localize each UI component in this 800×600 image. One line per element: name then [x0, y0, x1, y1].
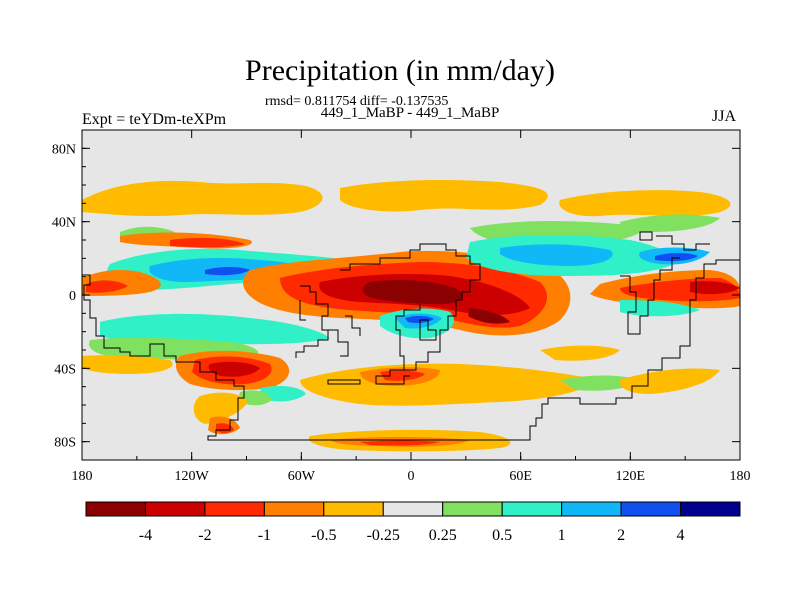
coastline-layer [82, 231, 740, 441]
colorbar-swatch [85, 501, 146, 517]
colorbar-label: -0.25 [367, 527, 400, 544]
colorbar-label: 0.25 [429, 527, 457, 544]
colorbar-label: 4 [677, 527, 685, 544]
x-tick-label: 120W [175, 469, 210, 484]
x-tick-label: 60W [288, 469, 316, 484]
season-label: JJA [712, 108, 737, 125]
north-atlantic-orange-band [340, 180, 548, 212]
y-axis: 80N 40N 0 40S 80S [52, 142, 740, 451]
colorbar-swatch [204, 501, 265, 517]
colorbar: -4 -2 -1 -0.5 -0.25 0.25 0.5 1 2 4 [85, 501, 741, 544]
colorbar-swatch [263, 501, 325, 517]
colorbar-label: 0.5 [492, 527, 512, 544]
y-tick-label: 40S [54, 362, 76, 377]
north-pacific-orange-band [82, 180, 323, 217]
colorbar-label: -0.5 [311, 527, 336, 544]
case-line: 449_1_MaBP - 449_1_MaBP [320, 105, 500, 121]
y-tick-label: 40N [52, 216, 76, 231]
colorbar-swatch [620, 501, 682, 517]
africa-outline [340, 243, 481, 371]
colorbar-swatch [323, 501, 384, 517]
y-tick-label: 0 [69, 289, 76, 304]
colorbar-swatch [144, 501, 206, 517]
east-asia-blue-core [500, 244, 613, 266]
colorbar-swatch [442, 501, 503, 517]
colorbar-swatch [501, 501, 563, 517]
colorbar-label: -1 [258, 527, 271, 544]
stats-line: rmsd= 0.811754 diff= -0.137535 [265, 94, 449, 109]
colorbar-label: -2 [198, 527, 211, 544]
colorbar-label: -4 [139, 527, 152, 544]
x-tick-label: 0 [408, 469, 415, 484]
asia-outline [620, 257, 680, 335]
y-tick-label: 80S [54, 436, 76, 451]
x-axis: 180 120W 60W 0 60E 120E 180 [72, 130, 751, 484]
x-tick-label: 120E [616, 469, 646, 484]
x-tick-label: 180 [730, 469, 751, 484]
colorbar-swatch [561, 501, 622, 517]
colorbar-label: 1 [558, 527, 566, 544]
y-tick-label: 80N [52, 142, 76, 157]
chart-title: Precipitation (in mm/day) [245, 54, 555, 87]
colorbar-label: 2 [617, 527, 625, 544]
africa-dark-red-core [362, 280, 463, 304]
experiment-label: Expt = teYDm-teXPm [82, 111, 227, 128]
americas-outline [82, 259, 740, 441]
colorbar-swatch [680, 501, 741, 517]
colorbar-swatch [382, 501, 444, 517]
contour-fill-layer [82, 180, 740, 452]
x-tick-label: 180 [72, 469, 93, 484]
x-tick-label: 60E [509, 469, 532, 484]
